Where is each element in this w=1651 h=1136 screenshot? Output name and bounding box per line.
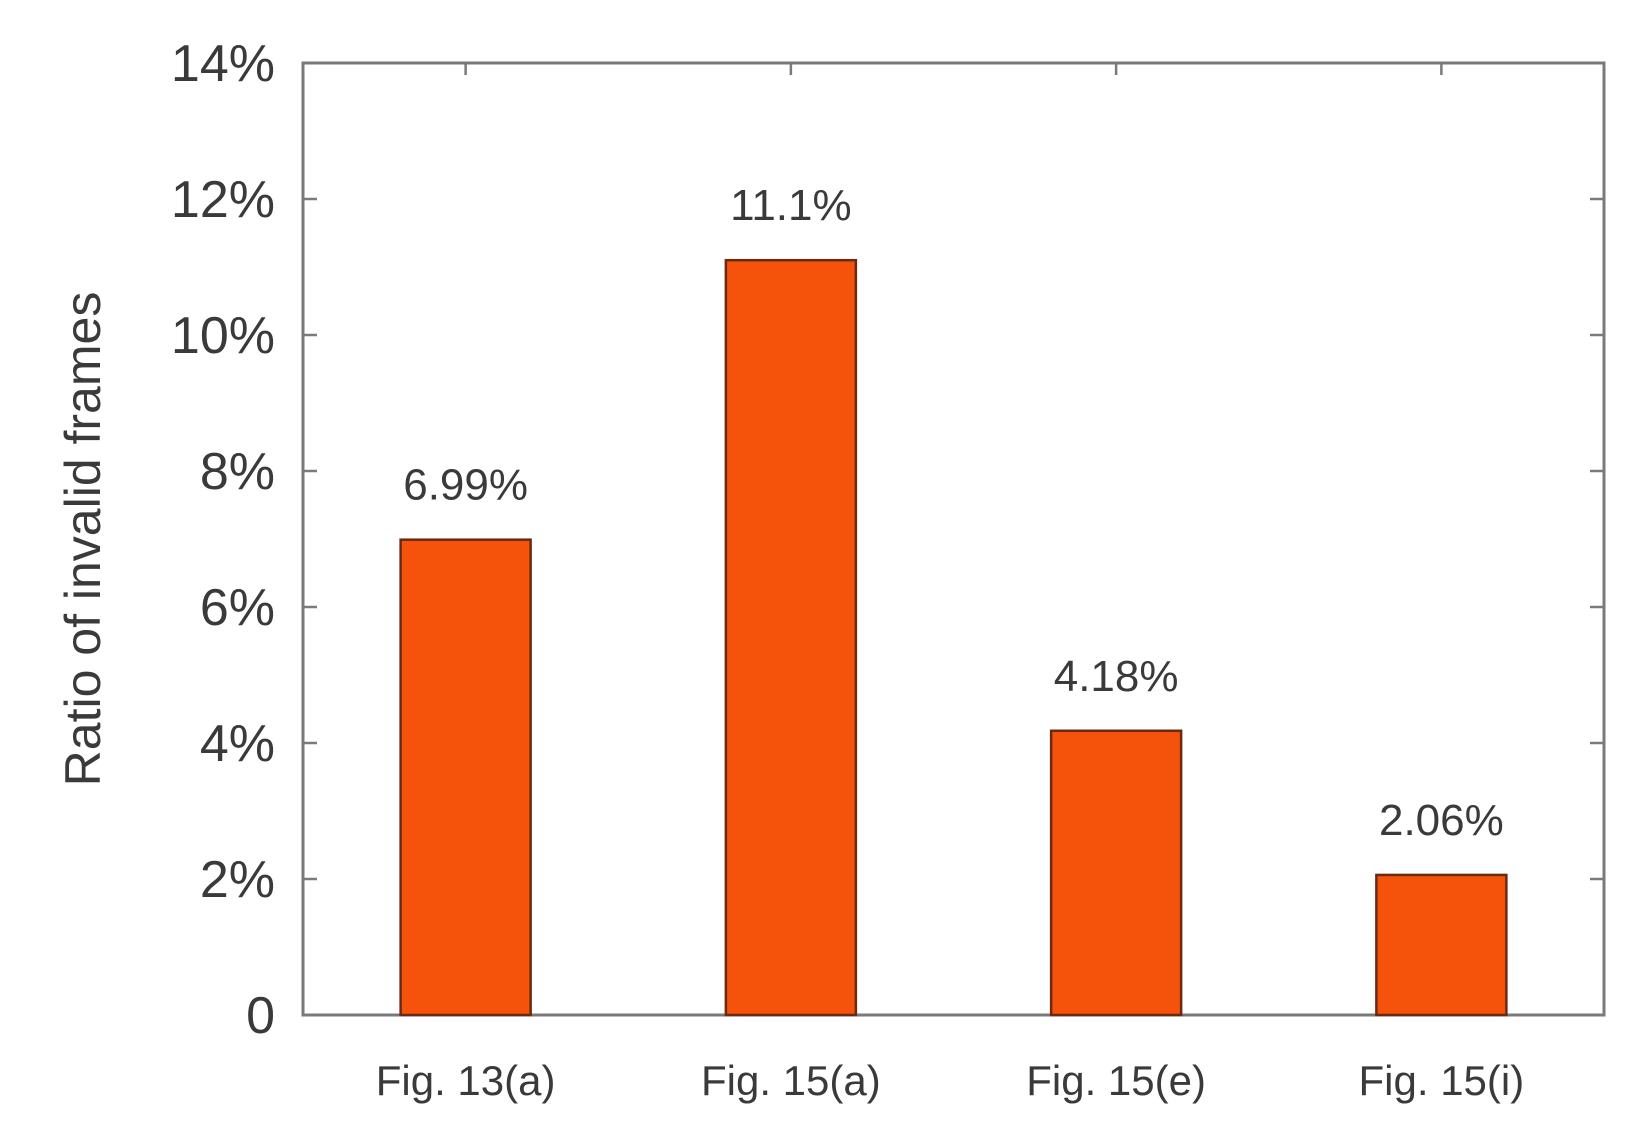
x-tick-label: Fig. 15(i) bbox=[1359, 1057, 1525, 1104]
y-tick-label: 8% bbox=[200, 443, 275, 501]
data-labels: 6.99% 11.1% 4.18% 2.06% bbox=[403, 181, 1504, 845]
y-tick-label: 12% bbox=[171, 171, 275, 229]
bar bbox=[399, 538, 532, 1017]
bars bbox=[399, 258, 1508, 1017]
bar bbox=[724, 258, 858, 1017]
data-label: 2.06% bbox=[1379, 796, 1504, 845]
plot-border bbox=[301, 61, 1606, 1017]
x-axis-tick-labels: Fig. 13(a) Fig. 15(a) Fig. 15(e) Fig. 15(i) bbox=[376, 1057, 1524, 1104]
x-tick-label: Fig. 15(a) bbox=[701, 1057, 881, 1104]
data-label: 11.1% bbox=[730, 181, 852, 230]
y-axis-ticks: 0 2% 4% 6% 8% 10% 12% 14% bbox=[171, 35, 1604, 1045]
plot-frame bbox=[301, 61, 1606, 1017]
y-tick-label: 0 bbox=[246, 987, 275, 1045]
y-tick-label: 10% bbox=[171, 307, 275, 365]
x-tick-label: Fig. 15(e) bbox=[1026, 1057, 1206, 1104]
y-tick-label: 4% bbox=[200, 715, 275, 773]
y-axis-title: Ratio of invalid frames bbox=[55, 292, 111, 787]
data-label: 4.18% bbox=[1054, 652, 1179, 701]
bar bbox=[1049, 729, 1183, 1017]
y-tick-label: 6% bbox=[200, 579, 275, 637]
y-tick-label: 14% bbox=[171, 35, 275, 93]
y-tick-label: 2% bbox=[200, 851, 275, 909]
x-tick-label: Fig. 13(a) bbox=[376, 1057, 556, 1104]
bar bbox=[1375, 873, 1508, 1017]
data-label: 6.99% bbox=[403, 461, 528, 510]
